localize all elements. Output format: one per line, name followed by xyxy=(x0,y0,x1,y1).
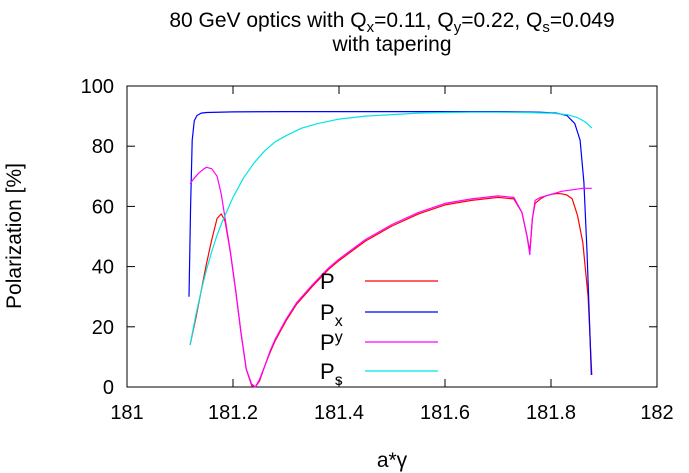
legend-label-base: P xyxy=(320,269,335,294)
series-lines xyxy=(188,110,593,388)
legend-label-base: P xyxy=(320,330,335,355)
legend-label-base: P xyxy=(320,300,335,325)
title-subscript: y xyxy=(454,19,462,36)
chart-title: 80 GeV optics with Qx=0.11, Qy=0.22, Qs=… xyxy=(169,9,614,56)
legend-label-py: Py xyxy=(320,329,343,355)
y-tick-label: 100 xyxy=(81,76,114,98)
title-text: =0.22, Q xyxy=(461,9,542,32)
legend-label-sub: s xyxy=(335,372,343,389)
y-tick-label: 60 xyxy=(92,196,114,218)
axis-ticks: 181 181.2 181.4 181.6 181.8 182 0 20 40 60 80 100 xyxy=(81,76,674,424)
legend-label-base: P xyxy=(320,359,335,384)
y-tick-label: 20 xyxy=(92,317,114,339)
series-line-py xyxy=(189,166,592,388)
legend-label-px: Px xyxy=(320,300,343,330)
x-tick-label: 181 xyxy=(110,402,143,424)
y-tick-label: 80 xyxy=(92,136,114,158)
x-tick-label: 182 xyxy=(640,402,673,424)
y-tick-label: 0 xyxy=(103,377,114,399)
x-tick-label: 181.2 xyxy=(208,402,258,424)
x-axis-label: a*γ xyxy=(377,449,408,472)
legend-label-sub: y xyxy=(335,329,343,346)
x-tick-label: 181.4 xyxy=(314,402,364,424)
x-tick-label: 181.6 xyxy=(420,402,470,424)
y-axis-label: Polarization [%] xyxy=(3,163,26,309)
series-line-ps xyxy=(189,111,593,346)
legend-label-sub: x xyxy=(335,313,343,330)
chart-title-line2: with tapering xyxy=(331,33,451,56)
legend-label-p: P xyxy=(320,269,335,294)
legend-label-ps: Ps xyxy=(320,359,343,389)
title-text: =0.049 xyxy=(550,9,615,32)
title-text: 80 GeV optics with Q xyxy=(169,9,366,32)
x-tick-label: 181.8 xyxy=(526,402,576,424)
title-subscript: s xyxy=(542,19,550,36)
y-tick-label: 40 xyxy=(92,257,114,279)
title-subscript: x xyxy=(367,19,375,36)
chart-title-line1: 80 GeV optics with Qx=0.11, Qy=0.22, Qs=… xyxy=(169,9,614,36)
series-line-px xyxy=(188,110,592,376)
title-text: =0.11, Q xyxy=(374,9,454,32)
plot-frame xyxy=(126,85,658,388)
